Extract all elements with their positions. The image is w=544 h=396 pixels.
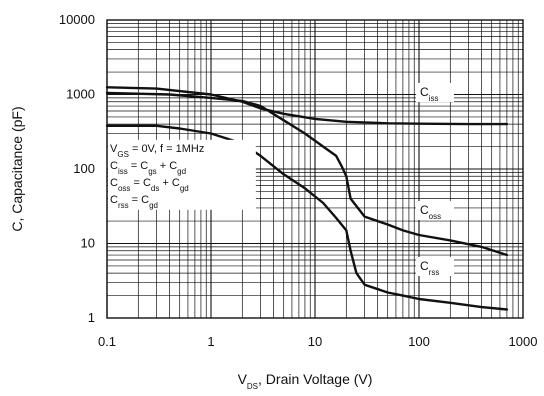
annotation-subscript: gd bbox=[177, 166, 186, 175]
annotation-subscript: oss bbox=[118, 183, 130, 192]
series-label-sub: oss bbox=[429, 212, 441, 221]
series-label-sub: rss bbox=[429, 268, 440, 277]
series-label-sub: iss bbox=[429, 94, 439, 103]
x-axis-label-sub: DS bbox=[247, 382, 258, 391]
annotation-text: C bbox=[110, 177, 118, 189]
x-tick-label: 1000 bbox=[509, 334, 538, 349]
annotation-text: + C bbox=[157, 160, 178, 172]
x-tick-label: 10 bbox=[308, 334, 322, 349]
series-label-main: C bbox=[420, 259, 429, 273]
annotation-subscript: gd bbox=[149, 200, 158, 209]
y-tick-label: 100 bbox=[73, 161, 95, 176]
annotation-subscript: ds bbox=[151, 183, 159, 192]
y-tick-label: 10 bbox=[81, 236, 95, 251]
y-tick-label: 1000 bbox=[66, 87, 95, 102]
series-label-main: C bbox=[420, 203, 429, 217]
y-axis-label: C, Capacitance (pF) bbox=[9, 106, 25, 231]
y-tick-label: 10000 bbox=[59, 12, 95, 27]
x-tick-label: 1 bbox=[207, 334, 214, 349]
annotation-text: = C bbox=[129, 194, 150, 206]
annotation-text: C bbox=[110, 160, 118, 172]
annotation-text: = C bbox=[130, 177, 151, 189]
annotation-subscript: gd bbox=[180, 183, 189, 192]
annotation-text: + C bbox=[159, 177, 180, 189]
annotation-text: = C bbox=[128, 160, 149, 172]
x-tick-label: 0.1 bbox=[98, 334, 116, 349]
x-tick-label: 100 bbox=[408, 334, 430, 349]
annotation-subscript: rss bbox=[118, 200, 129, 209]
annotation-subscript: iss bbox=[118, 166, 128, 175]
annotation-subscript: GS bbox=[117, 149, 129, 158]
series-label-main: C bbox=[420, 85, 429, 99]
annotation-text: C bbox=[110, 194, 118, 206]
y-tick-label: 1 bbox=[88, 310, 95, 325]
x-axis-label-rest: , Drain Voltage (V) bbox=[258, 371, 372, 387]
annotation-subscript: gs bbox=[148, 166, 156, 175]
annotation-text: = 0V, f = 1MHz bbox=[129, 143, 204, 155]
